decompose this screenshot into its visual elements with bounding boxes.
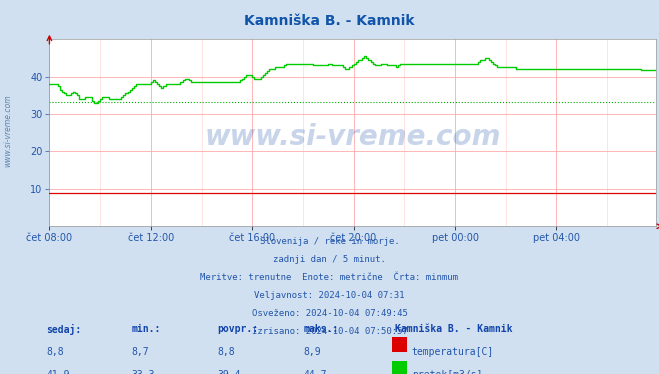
- Text: 44,7: 44,7: [303, 370, 327, 374]
- Text: Kamniška B. - Kamnik: Kamniška B. - Kamnik: [395, 324, 513, 334]
- Text: 8,8: 8,8: [46, 347, 64, 357]
- Text: povpr.:: povpr.:: [217, 324, 258, 334]
- Text: 8,7: 8,7: [132, 347, 150, 357]
- Text: sedaj:: sedaj:: [46, 324, 81, 334]
- Text: 8,9: 8,9: [303, 347, 321, 357]
- Text: Veljavnost: 2024-10-04 07:31: Veljavnost: 2024-10-04 07:31: [254, 291, 405, 300]
- Text: 8,8: 8,8: [217, 347, 235, 357]
- Text: Kamniška B. - Kamnik: Kamniška B. - Kamnik: [244, 13, 415, 28]
- Text: zadnji dan / 5 minut.: zadnji dan / 5 minut.: [273, 255, 386, 264]
- Text: Osveženo: 2024-10-04 07:49:45: Osveženo: 2024-10-04 07:49:45: [252, 309, 407, 318]
- Text: Meritve: trenutne  Enote: metrične  Črta: minmum: Meritve: trenutne Enote: metrične Črta: …: [200, 273, 459, 282]
- Text: www.si-vreme.com: www.si-vreme.com: [3, 95, 13, 167]
- Text: 39,4: 39,4: [217, 370, 241, 374]
- Text: 33,3: 33,3: [132, 370, 156, 374]
- Text: Izrisano: 2024-10-04 07:50:57: Izrisano: 2024-10-04 07:50:57: [252, 327, 407, 336]
- Text: 41,9: 41,9: [46, 370, 70, 374]
- Text: pretok[m3/s]: pretok[m3/s]: [412, 370, 482, 374]
- Text: maks.:: maks.:: [303, 324, 338, 334]
- Text: www.si-vreme.com: www.si-vreme.com: [204, 123, 501, 150]
- Text: Slovenija / reke in morje.: Slovenija / reke in morje.: [260, 237, 399, 246]
- Text: temperatura[C]: temperatura[C]: [412, 347, 494, 357]
- Text: min.:: min.:: [132, 324, 161, 334]
